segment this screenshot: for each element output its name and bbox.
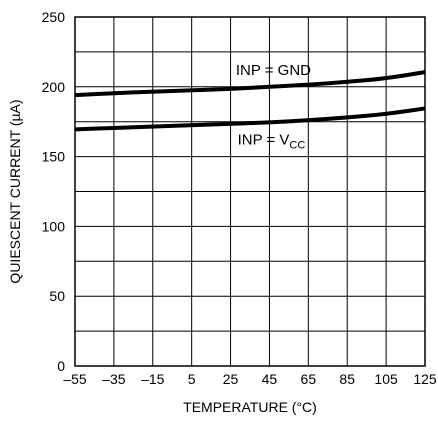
y-tick-label: 200 bbox=[42, 79, 66, 95]
y-tick-label: 250 bbox=[42, 9, 66, 25]
x-tick-label: 125 bbox=[413, 371, 437, 387]
y-axis-ticks: 0 50 100 150 200 250 bbox=[42, 9, 66, 374]
series-label-inp-gnd-main: INP = GND bbox=[236, 62, 311, 79]
y-tick-label: 150 bbox=[42, 149, 66, 165]
series-label-inp-vcc-sub: CC bbox=[289, 139, 305, 151]
x-axis-title: TEMPERATURE (°C) bbox=[183, 399, 317, 415]
series-lines bbox=[74, 70, 426, 132]
x-tick-label: –35 bbox=[102, 371, 126, 387]
x-tick-label: 85 bbox=[339, 371, 355, 387]
series-line-inp-gnd bbox=[74, 70, 426, 98]
y-tick-label: 0 bbox=[57, 358, 65, 374]
y-tick-label: 100 bbox=[42, 218, 66, 234]
x-tick-label: –55 bbox=[63, 371, 87, 387]
x-tick-label: 65 bbox=[301, 371, 317, 387]
series-label-inp-vcc: INP = VCC bbox=[238, 131, 306, 151]
x-tick-label: –15 bbox=[141, 371, 165, 387]
grid bbox=[75, 17, 425, 366]
x-tick-label: 105 bbox=[374, 371, 398, 387]
x-tick-label: 5 bbox=[188, 371, 196, 387]
x-axis-ticks: –55 –35 –15 5 25 45 65 85 105 125 bbox=[63, 371, 437, 387]
plot-frame bbox=[74, 16, 426, 367]
series-label-inp-vcc-main: INP = V bbox=[238, 131, 290, 148]
series-line-inp-vcc bbox=[74, 106, 426, 132]
x-tick-label: 25 bbox=[223, 371, 239, 387]
y-tick-label: 50 bbox=[49, 288, 65, 304]
y-axis-title: QUIESCENT CURRENT (µA) bbox=[7, 99, 23, 283]
x-tick-label: 45 bbox=[262, 371, 278, 387]
series-label-inp-gnd: INP = GND bbox=[236, 62, 311, 79]
